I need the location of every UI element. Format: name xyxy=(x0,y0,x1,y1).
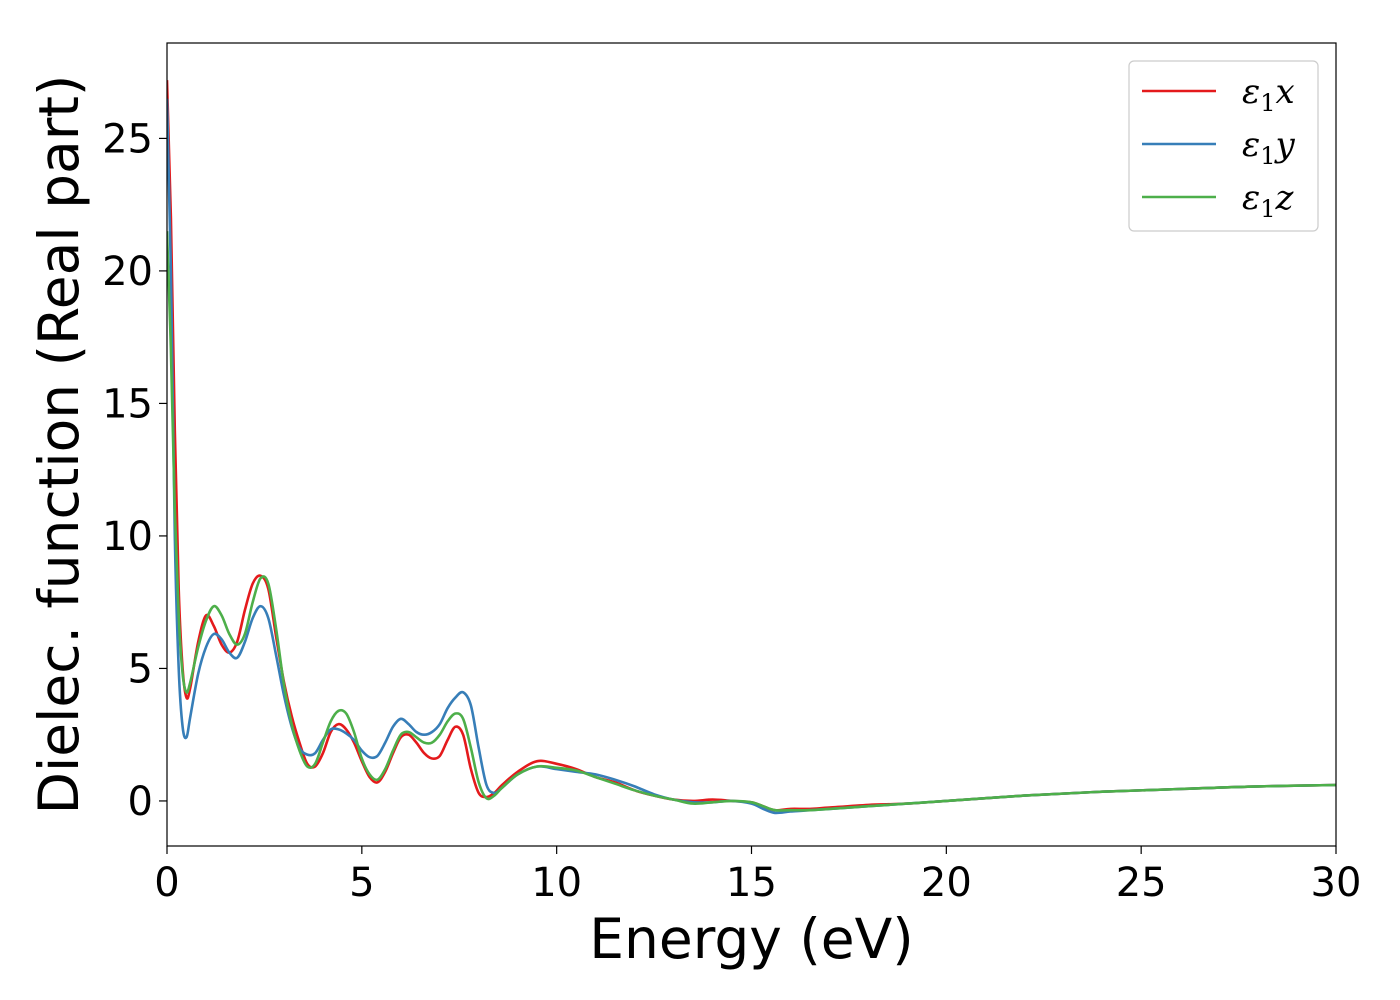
x-axis-ticks: 0 5 10 15 20 25 30 xyxy=(154,846,1361,906)
x-tick-label: 0 xyxy=(154,860,179,906)
y-axis-ticks: 0 5 10 15 20 25 xyxy=(102,116,167,825)
x-tick-label: 15 xyxy=(726,860,777,906)
series-line-y xyxy=(167,98,1336,815)
y-axis-title: Dielec. function (Real part) xyxy=(27,75,91,815)
y-tick-label: 15 xyxy=(102,381,153,427)
x-axis-title: Energy (eV) xyxy=(589,907,913,971)
y-tick-label: 0 xyxy=(128,779,153,825)
series-layer xyxy=(167,80,1336,815)
legend-label-x: ε1x xyxy=(1242,72,1295,117)
series-line-z xyxy=(167,231,1336,812)
legend: ε1x ε1y ε1z xyxy=(1128,60,1319,232)
x-tick-label: 25 xyxy=(1116,860,1167,906)
x-tick-label: 30 xyxy=(1311,860,1362,906)
legend-label-y: ε1y xyxy=(1242,125,1296,170)
y-tick-label: 20 xyxy=(102,249,153,295)
x-tick-label: 10 xyxy=(531,860,582,906)
x-tick-label: 20 xyxy=(921,860,972,906)
x-tick-label: 5 xyxy=(349,860,374,906)
legend-label-z: ε1z xyxy=(1242,178,1295,223)
y-tick-label: 5 xyxy=(128,646,153,692)
legend-box xyxy=(1128,60,1319,232)
y-tick-label: 10 xyxy=(102,514,153,560)
y-tick-label: 25 xyxy=(102,116,153,162)
